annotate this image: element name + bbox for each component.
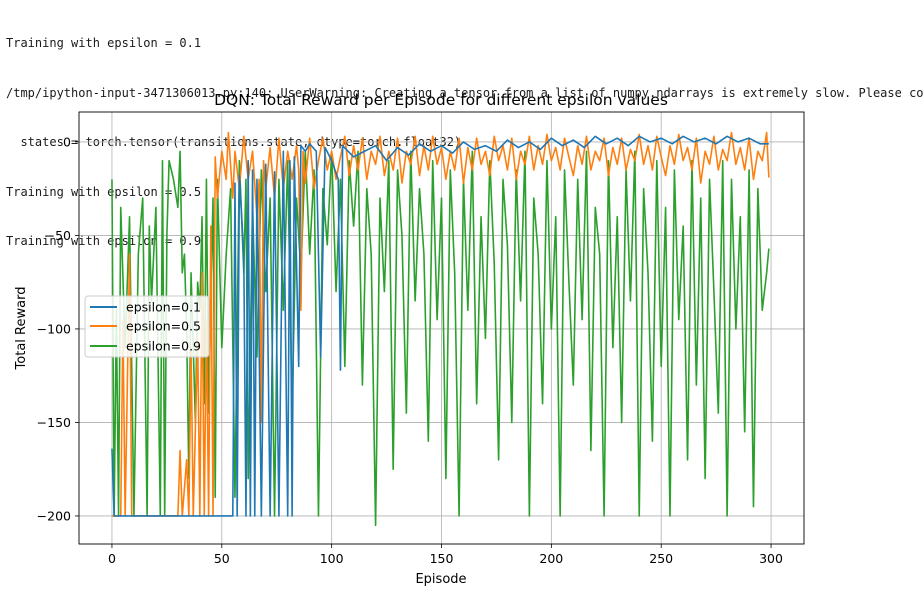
x-tick-label: 50 [214, 551, 230, 566]
x-axis-label: Episode [415, 572, 466, 587]
y-tick-label: 0 [63, 134, 71, 149]
x-tick-label: 0 [108, 551, 116, 566]
x-tick-label: 200 [539, 551, 563, 566]
reward-line-chart: DQN: Total Reward per Episode for differ… [14, 91, 805, 587]
console-line: Training with epsilon = 0.1 [6, 36, 202, 50]
legend: epsilon=0.1 epsilon=0.5 epsilon=0.9 [84, 295, 210, 358]
axis-ticks: 0 50 100 150 200 250 300 0 −50 −100 −150 −200 [37, 134, 783, 566]
plot-series [111, 131, 770, 527]
x-tick-label: 150 [430, 551, 454, 566]
console-line: Training with epsilon = 0.9 [6, 234, 202, 248]
series-line-epsilon-0-1 [111, 135, 769, 517]
x-tick-label: 100 [320, 551, 344, 566]
series-line-epsilon-0-5 [111, 131, 770, 517]
x-tick-label: 250 [649, 551, 673, 566]
y-tick-label: −100 [37, 321, 71, 336]
legend-label-eps-0-1: epsilon=0.1 [126, 300, 201, 315]
y-tick-label: −150 [37, 415, 71, 430]
console-line: /tmp/ipython-input-3471306013.py:140: Us… [6, 85, 924, 100]
console-line: Training with epsilon = 0.5 [6, 184, 202, 199]
console-output: Training with epsilon = 0.1 /tmp/ipython… [6, 2, 924, 266]
y-tick-label: −200 [37, 508, 71, 523]
legend-label-eps-0-9: epsilon=0.9 [126, 339, 201, 354]
legend-box [84, 295, 210, 358]
y-axis-label: Total Reward [14, 287, 29, 371]
chart-title: DQN: Total Reward per Episode for differ… [214, 91, 668, 109]
y-tick-label: −50 [45, 228, 71, 243]
x-tick-label: 300 [759, 551, 783, 566]
legend-label-eps-0-5: epsilon=0.5 [126, 319, 201, 334]
